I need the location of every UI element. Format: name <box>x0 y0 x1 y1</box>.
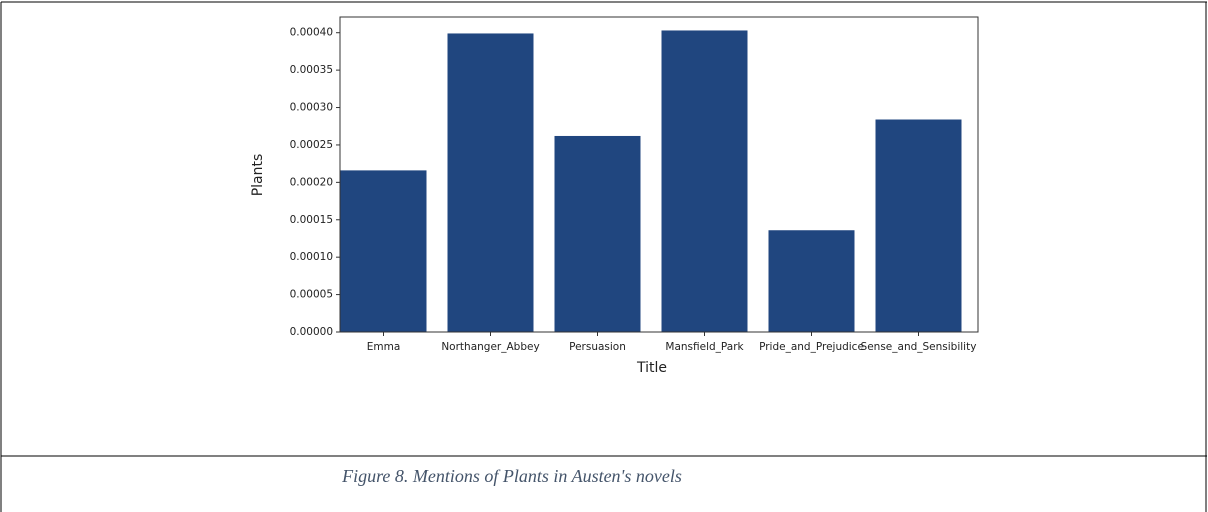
x-tick-label: Emma <box>367 341 401 353</box>
bar <box>340 170 427 332</box>
y-axis-label: Plants <box>250 154 266 197</box>
y-tick-label: 0.00025 <box>290 139 333 151</box>
x-tick-label: Mansfield_Park <box>665 341 744 353</box>
bar <box>447 33 534 332</box>
x-tick-label: Pride_and_Prejudice <box>759 341 864 353</box>
x-tick-label: Persuasion <box>569 341 626 353</box>
caption: Figure 8. Mentions of Plants in Austen's… <box>341 466 682 486</box>
y-tick-label: 0.00015 <box>290 214 333 226</box>
y-tick-label: 0.00010 <box>290 251 333 263</box>
bar <box>875 119 962 332</box>
x-tick-label: Sense_and_Sensibility <box>861 341 977 353</box>
bar <box>768 230 855 332</box>
plot-frame <box>339 16 979 333</box>
x-tick-label: Northanger_Abbey <box>441 341 539 353</box>
y-tick-label: 0.00030 <box>290 102 333 114</box>
bar <box>554 135 641 332</box>
x-axis-label: Title <box>636 360 667 376</box>
bar <box>661 30 748 333</box>
y-tick-label: 0.00005 <box>290 289 333 301</box>
y-tick-label: 0.00020 <box>290 176 333 188</box>
y-tick-label: 0.00040 <box>290 27 333 39</box>
y-tick-label: 0.00035 <box>290 64 333 76</box>
y-tick-label: 0.00000 <box>290 326 333 338</box>
